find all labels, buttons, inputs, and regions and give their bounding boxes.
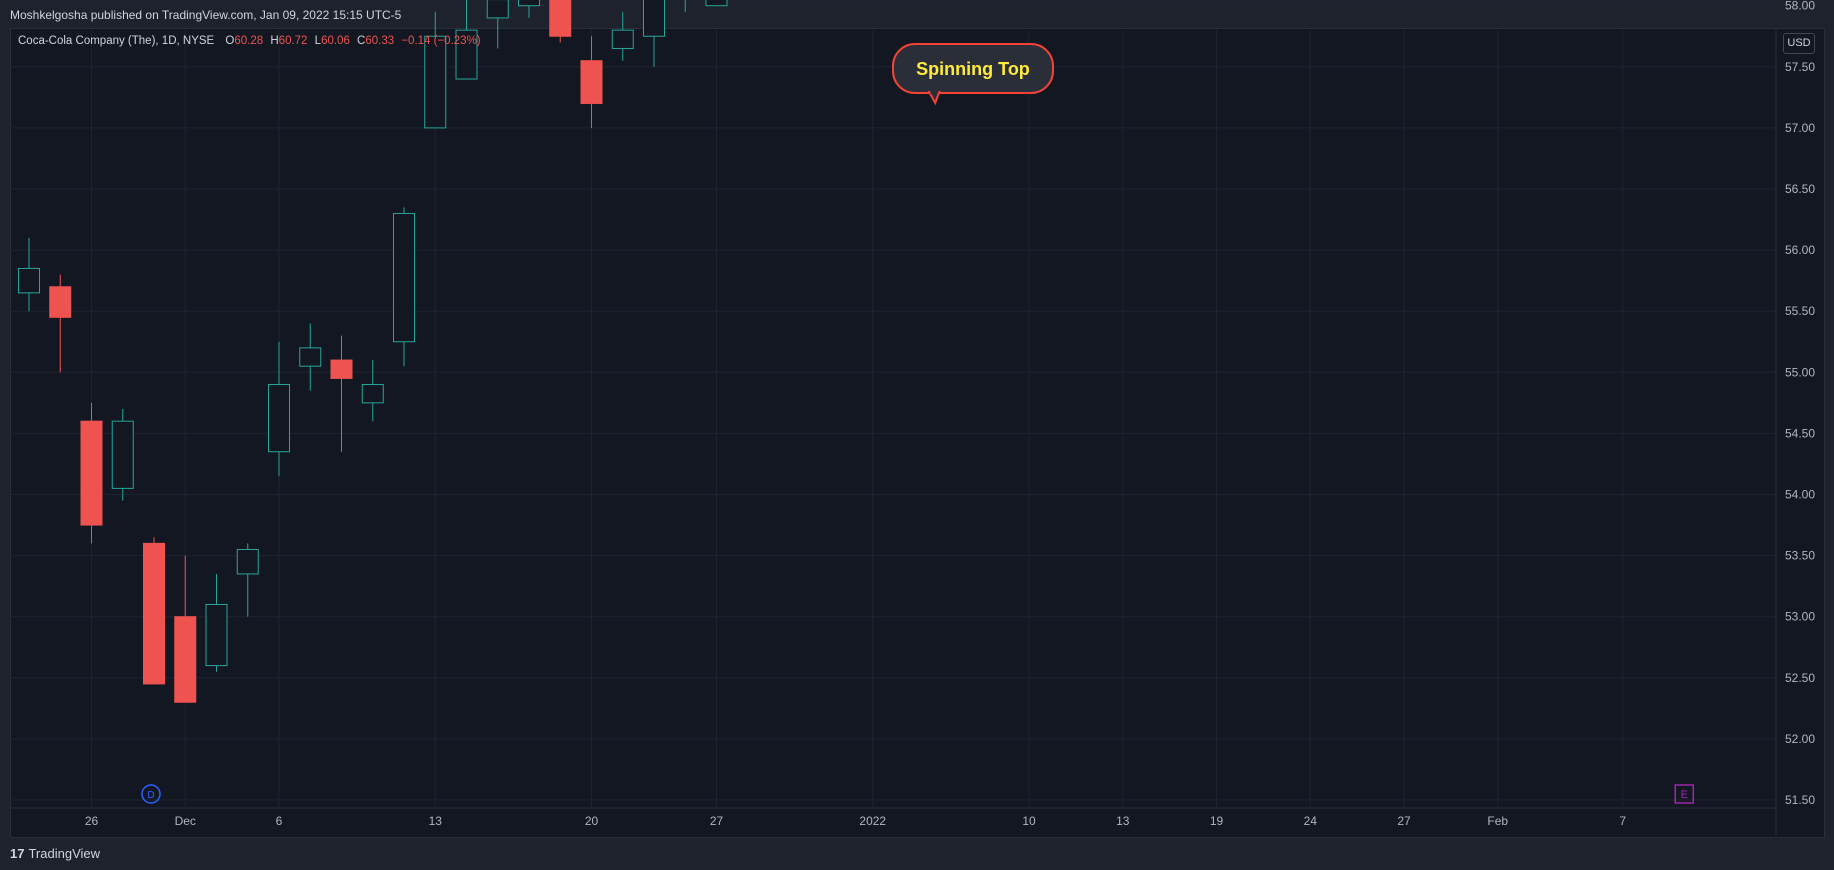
published-info: Moshkelgosha published on TradingView.co…: [10, 8, 402, 22]
tradingview-brand: TradingView: [28, 846, 101, 861]
time-tick-label: 20: [585, 814, 599, 828]
candle-body[interactable]: [143, 542, 165, 685]
symbol-legend: Coca-Cola Company (The), 1D, NYSE O60.28…: [18, 35, 481, 47]
candle-body[interactable]: [455, 29, 478, 80]
price-tick-label: 56.50: [1785, 182, 1815, 196]
price-tick-label: 56.00: [1785, 243, 1815, 257]
time-tick-label: Feb: [1487, 814, 1508, 828]
time-tick-label: 2022: [859, 814, 886, 828]
tradingview-logo[interactable]: 17 TradingView: [10, 846, 100, 861]
legend-high-label: H: [270, 35, 279, 47]
candle-body[interactable]: [268, 384, 290, 453]
candle-body[interactable]: [643, 0, 665, 37]
time-tick-label: 13: [1116, 814, 1130, 828]
price-tick-label: 53.00: [1785, 610, 1815, 624]
top-bar: Moshkelgosha published on TradingView.co…: [0, 0, 1834, 28]
time-tick-label: 24: [1304, 814, 1318, 828]
legend-open-value: 60.28: [234, 35, 264, 47]
candle-body[interactable]: [111, 420, 134, 489]
price-tick-label: 54.50: [1785, 426, 1815, 440]
legend-low-label: L: [314, 35, 322, 47]
candle-body[interactable]: [49, 286, 72, 318]
candle-body[interactable]: [486, 0, 509, 19]
earnings-marker-icon[interactable]: [1674, 784, 1694, 804]
dividend-marker-label: D: [147, 790, 154, 801]
time-tick-label: Dec: [175, 814, 196, 828]
legend-close-label: C: [357, 35, 366, 47]
price-tick-label: 57.00: [1785, 121, 1815, 135]
legend-change: −0.14 (−0.23%): [401, 35, 481, 47]
time-tick-label: 27: [710, 814, 724, 828]
annotation-pointer: [927, 91, 941, 106]
candle-body[interactable]: [611, 29, 634, 49]
candle-body[interactable]: [705, 0, 728, 7]
time-tick-label: 27: [1397, 814, 1411, 828]
price-tick-label: 55.00: [1785, 365, 1815, 379]
time-tick-label: 6: [276, 814, 283, 828]
price-tick-label: 54.00: [1785, 488, 1815, 502]
annotation-text: Spinning Top: [916, 59, 1030, 79]
candle-body[interactable]: [80, 420, 103, 526]
price-tick-label: 53.50: [1785, 549, 1815, 563]
candle-body[interactable]: [205, 603, 228, 667]
candle-body[interactable]: [299, 347, 322, 367]
price-tick-label: 52.50: [1785, 671, 1815, 685]
price-tick-label: 52.00: [1785, 732, 1815, 746]
candle-body[interactable]: [518, 0, 540, 7]
legend-open-label: O: [225, 35, 235, 47]
time-tick-label: 10: [1022, 814, 1036, 828]
price-tick-label: 55.50: [1785, 304, 1815, 318]
candle-body[interactable]: [330, 359, 353, 379]
legend-low-value: 60.06: [321, 35, 350, 47]
candle-body[interactable]: [549, 0, 572, 37]
candle-body[interactable]: [18, 267, 40, 294]
price-tick-label: 58.00: [1785, 0, 1815, 13]
candle-body[interactable]: [361, 384, 384, 404]
legend-symbol: Coca-Cola Company (The), 1D, NYSE: [18, 35, 215, 47]
candle-body[interactable]: [580, 60, 603, 104]
candle-body[interactable]: [174, 616, 197, 703]
annotation-bubble[interactable]: [892, 43, 1054, 94]
time-tick-label: 26: [85, 814, 99, 828]
candle-body[interactable]: [424, 35, 447, 129]
price-tick-label: 57.50: [1785, 60, 1815, 74]
tradingview-logo-icon: 17: [10, 846, 25, 861]
currency-button[interactable]: USD: [1783, 33, 1815, 54]
legend-close-value: 60.33: [365, 35, 395, 47]
candle-body[interactable]: [236, 548, 259, 575]
time-tick-label: 19: [1210, 814, 1224, 828]
dividend-marker-icon[interactable]: [141, 784, 161, 804]
candle-body[interactable]: [393, 212, 415, 343]
bottom-bar: [0, 840, 1834, 870]
earnings-marker-label: E: [1681, 789, 1688, 801]
legend-high-value: 60.72: [278, 35, 308, 47]
price-tick-label: 51.50: [1785, 793, 1815, 807]
time-tick-label: 7: [1619, 814, 1626, 828]
time-tick-label: 13: [429, 814, 443, 828]
